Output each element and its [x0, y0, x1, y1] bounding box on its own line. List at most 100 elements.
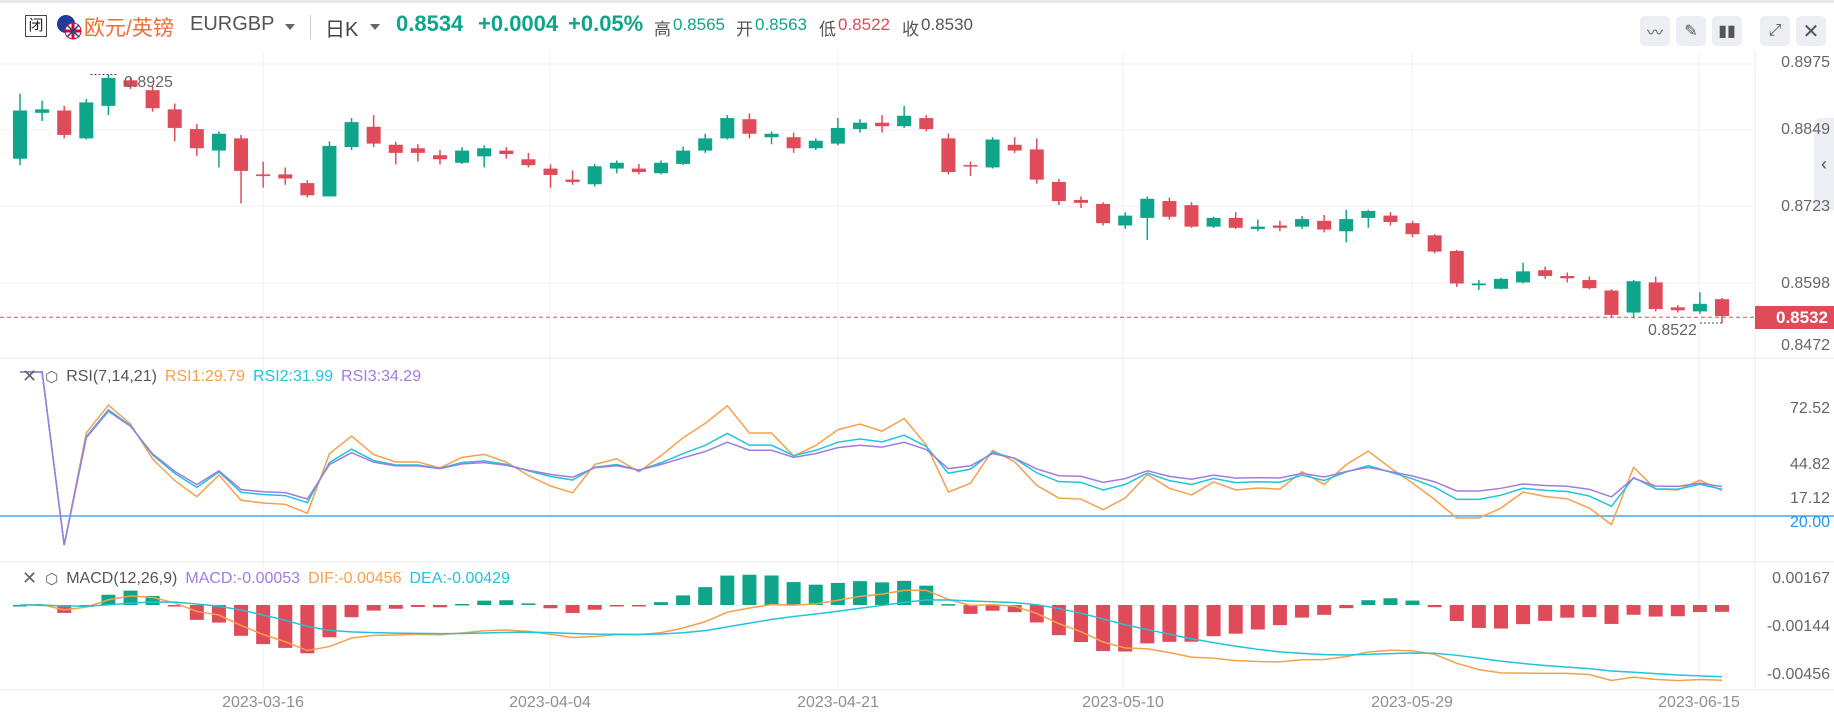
macd-histogram-bar — [1692, 605, 1707, 613]
open-label: 开 — [736, 20, 753, 39]
date-tick: 2023-06-15 — [1658, 694, 1740, 711]
candle-body — [720, 118, 735, 139]
macd-histogram-bar — [57, 605, 72, 613]
candle-body — [1383, 215, 1398, 222]
candle-body — [1339, 219, 1354, 232]
macd-histogram-bar — [1471, 605, 1486, 628]
candle-body — [1471, 283, 1486, 286]
macd-axis-label: -0.00144 — [1766, 618, 1830, 635]
candle-body — [764, 133, 779, 138]
last-price: 0.8534 — [396, 11, 464, 36]
remove-indicator-icon[interactable]: ✕ — [22, 366, 38, 386]
candle-body — [1051, 181, 1066, 202]
rsi-axis-label: 72.52 — [1789, 400, 1830, 417]
macd-histogram-bar — [477, 600, 492, 605]
candle-body — [609, 162, 624, 169]
settings-icon[interactable]: ⬡ — [45, 570, 59, 588]
macd-value: MACD:-0.00053 — [185, 569, 301, 587]
macd-histogram-bar — [1206, 605, 1221, 637]
macd-histogram-bar — [1405, 600, 1420, 605]
chart-type-button[interactable]: ▮▮ — [1712, 16, 1742, 46]
macd-histogram-bar — [1272, 605, 1287, 626]
date-tick: 2023-04-21 — [797, 694, 879, 711]
candle-body — [565, 179, 580, 182]
candle-body — [189, 129, 204, 149]
pencil-icon: ✎ — [1684, 23, 1698, 40]
candle-body — [521, 159, 536, 166]
candle-body — [344, 122, 359, 148]
candle-body — [57, 110, 72, 135]
symbol-dropdown-icon[interactable] — [285, 24, 295, 30]
candle-body — [123, 80, 138, 87]
rsi1-line — [20, 371, 1723, 546]
fullscreen-button[interactable]: ⤢ — [1760, 16, 1790, 46]
macd-histogram-bar — [742, 574, 757, 605]
dif-line — [19, 589, 1723, 682]
candle-body — [167, 109, 182, 128]
candle-body — [300, 183, 315, 196]
macd-histogram-bar — [1582, 605, 1597, 618]
macd-histogram-bar — [499, 600, 514, 605]
draw-button[interactable]: ✎ — [1676, 16, 1706, 46]
rsi1-value: RSI1:29.79 — [164, 367, 245, 385]
macd-histogram-bar — [1184, 605, 1199, 642]
macd-histogram-bar — [455, 603, 470, 606]
chevron-left-icon: ‹ — [1821, 153, 1827, 174]
macd-histogram-bar — [189, 605, 204, 620]
candle-body — [1692, 303, 1707, 312]
indicator-button[interactable]: 〰 — [1640, 16, 1670, 46]
macd-histogram-bar — [344, 605, 359, 618]
macd-histogram-bar — [1162, 605, 1177, 642]
macd-histogram-bar — [1140, 605, 1155, 644]
macd-histogram-bar — [521, 603, 536, 605]
date-tick: 2023-05-29 — [1371, 694, 1453, 711]
candle-body — [1096, 203, 1111, 224]
period-selector[interactable]: 日K — [325, 19, 359, 41]
rsi-axis-label: 44.82 — [1789, 456, 1830, 473]
rsi3-line — [20, 371, 1723, 546]
rsi-legend: ✕ ⬡ RSI(7,14,21) RSI1:29.79 RSI2:31.99 R… — [22, 366, 421, 387]
rsi-level-label: 20.00 — [1789, 514, 1830, 531]
candle-body — [543, 168, 558, 175]
macd-histogram-bar — [609, 605, 624, 607]
settings-icon[interactable]: ⬡ — [45, 368, 59, 386]
candle-body — [101, 77, 116, 106]
candle-body — [985, 139, 1000, 168]
candle-body — [234, 138, 249, 171]
candle-body — [1560, 275, 1575, 279]
macd-histogram-bar — [720, 575, 735, 605]
close-chart-button[interactable]: ✕ — [1796, 16, 1826, 46]
candle-body — [1427, 235, 1442, 252]
side-panel-toggle[interactable]: ‹ — [1814, 118, 1834, 210]
candle-body — [145, 90, 160, 109]
symbol-selector[interactable]: EURGBP — [190, 13, 275, 35]
candle-body — [211, 133, 226, 151]
candle-body — [631, 168, 646, 173]
macd-axis-label: -0.00456 — [1766, 666, 1830, 683]
pair-name[interactable]: 欧元/英镑 — [84, 17, 174, 40]
macd-legend: ✕ ⬡ MACD(12,26,9) MACD:-0.00053 DIF:-0.0… — [22, 568, 510, 589]
candle-body — [1449, 251, 1464, 284]
low-label: 低 — [819, 20, 836, 39]
candle-body — [1648, 282, 1663, 310]
candle-body — [1029, 149, 1044, 180]
macd-histogram-bar — [897, 580, 912, 605]
macd-histogram-bar — [1560, 605, 1575, 618]
macd-histogram-bar — [565, 605, 580, 613]
macd-histogram-bar — [1715, 605, 1729, 612]
macd-histogram-bar — [786, 582, 801, 605]
macd-histogram-bar — [654, 602, 669, 605]
dea-value: DEA:-0.00429 — [409, 569, 510, 587]
candle-body — [852, 122, 867, 130]
remove-indicator-icon[interactable]: ✕ — [22, 568, 38, 588]
macd-histogram-bar — [676, 595, 691, 605]
macd-histogram-bar — [808, 584, 823, 605]
macd-histogram-bar — [1427, 605, 1442, 608]
macd-histogram-bar — [1118, 605, 1133, 652]
candle-body — [808, 140, 823, 149]
candle-body — [676, 150, 691, 164]
candle-body — [1538, 270, 1553, 276]
macd-histogram-bar — [167, 605, 182, 607]
period-dropdown-icon[interactable] — [370, 24, 380, 30]
